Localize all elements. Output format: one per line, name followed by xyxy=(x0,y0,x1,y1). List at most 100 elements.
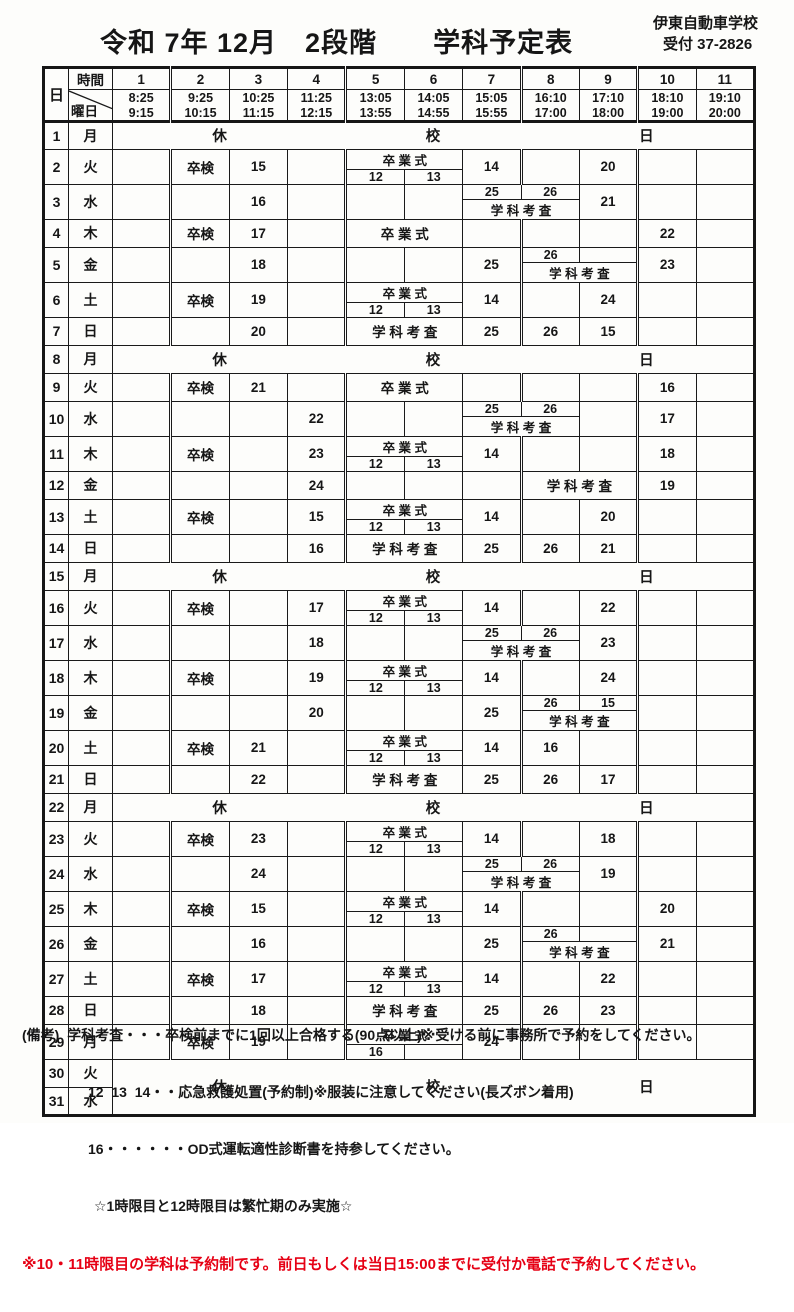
empty-cell xyxy=(695,400,756,437)
weekday-label: 水 xyxy=(68,624,113,661)
split-cell: 25 26 学 科 考 査 xyxy=(463,402,579,435)
pair-bottom: 12 13 xyxy=(349,911,462,925)
schedule-cell: 16 xyxy=(636,372,697,402)
empty-cell xyxy=(636,148,697,185)
schedule-cell: 25 xyxy=(462,533,522,563)
empty-cell xyxy=(578,435,639,472)
split-cell: 26 学 科 考 査 xyxy=(524,248,637,281)
schedule-cell: 15 xyxy=(578,316,639,346)
weekday-label: 水 xyxy=(68,855,113,892)
period-number: 8 xyxy=(519,67,580,90)
schedule-cell: 15 xyxy=(287,498,347,535)
holiday-char: 日 xyxy=(639,352,654,369)
split-cell: 25 26 学 科 考 査 xyxy=(463,185,579,218)
pair-item: 26 xyxy=(520,626,579,640)
pair-item: 12 xyxy=(368,519,383,534)
empty-cell xyxy=(578,372,639,402)
weekday-label: 日 xyxy=(68,316,113,346)
schedule-cell: 卒検 xyxy=(169,148,230,185)
period-end-time: 20:00 xyxy=(695,105,756,123)
period-start-time: 14:05 xyxy=(403,89,464,106)
schedule-cell: 18 xyxy=(636,435,697,472)
pair-item: 13 xyxy=(404,841,461,855)
empty-cell xyxy=(636,729,697,766)
weekday-label: 金 xyxy=(68,246,113,283)
day-number: 18 xyxy=(43,659,69,696)
empty-cell xyxy=(636,659,697,696)
grad-label: 卒 業 式 xyxy=(348,822,462,842)
notes-line-1-text: 学科考査・・・卒検前までに1回以上合格する(90点以上)※受ける前に事務所で予約… xyxy=(67,1027,701,1043)
grad-label: 卒 業 式 xyxy=(348,661,462,681)
schedule-cell: 19 xyxy=(287,659,347,696)
empty-cell xyxy=(169,925,230,962)
empty-cell xyxy=(636,624,697,661)
empty-cell xyxy=(636,855,697,892)
corner-time-label: 時間 xyxy=(68,67,113,90)
schedule-cell: 25 26 学 科 考 査 xyxy=(462,855,580,892)
empty-cell xyxy=(169,246,230,283)
pair-top: 25 26 xyxy=(463,402,579,417)
schedule-cell: 14 xyxy=(462,435,522,472)
period-number: 1 xyxy=(111,67,172,90)
weekday-label: 水 xyxy=(68,183,113,220)
pair-item: 13 xyxy=(404,519,461,533)
empty-cell xyxy=(636,694,697,731)
schedule-cell: 25 26 学 科 考 査 xyxy=(462,183,580,220)
schedule-row: 3 水 16 25 26 学 科 考 査 21 xyxy=(43,183,756,220)
holiday-cell: 休校日 xyxy=(112,1058,755,1116)
day-number: 17 xyxy=(43,624,69,661)
holiday-cell: 休校日 xyxy=(112,120,755,150)
holiday-char: 日 xyxy=(639,129,654,145)
empty-cell xyxy=(287,890,347,927)
weekday-label: 水 xyxy=(68,1086,113,1116)
schedule-cell: 14 xyxy=(462,890,522,927)
grad-label: 卒 業 式 xyxy=(348,1025,462,1045)
grad-label: 卒 業 式 xyxy=(348,500,462,520)
empty-cell xyxy=(228,694,289,731)
notes-block: (備考) 学科考査・・・卒検前までに1回以上合格する(90点以上)※受ける前に事… xyxy=(22,988,788,1312)
holiday-char: 休 xyxy=(212,569,227,586)
schedule-row: 9 火 卒検 21 卒 業 式 16 xyxy=(43,372,756,402)
notes-line-1: (備考) 学科考査・・・卒検前までに1回以上合格する(90点以上)※受ける前に事… xyxy=(22,1026,788,1045)
empty-cell xyxy=(228,470,289,500)
schedule-cell: 25 xyxy=(462,316,522,346)
schedule-cell: 24 xyxy=(578,659,639,696)
day-number: 22 xyxy=(43,792,69,822)
schedule-cell: 16 xyxy=(519,729,580,766)
holiday-char: 校 xyxy=(425,1080,441,1096)
schedule-cell: 卒検 xyxy=(169,589,230,626)
empty-cell xyxy=(578,400,639,437)
schedule-cell: 19 xyxy=(228,281,289,318)
schedule-cell: 19 xyxy=(228,1023,289,1060)
pair-item: 13 xyxy=(404,169,461,183)
pair-item: 13 xyxy=(404,981,461,995)
empty-cell xyxy=(578,729,639,766)
split-cell: 卒 業 式 12 13 xyxy=(348,591,462,624)
empty-cell xyxy=(403,694,464,731)
schedule-cell: 22 xyxy=(636,218,697,248)
pair-bottom: 12 13 xyxy=(349,680,462,694)
empty-cell xyxy=(636,498,697,535)
empty-cell xyxy=(111,659,172,696)
corner-weekday-cell: 曜日 xyxy=(68,89,113,123)
pair-item: 26 xyxy=(543,695,558,710)
split-cell: 25 26 学 科 考 査 xyxy=(463,857,579,890)
empty-cell xyxy=(462,470,522,500)
schedule-cell: 卒 業 式 12 13 xyxy=(344,820,464,857)
empty-cell xyxy=(403,246,464,283)
day-number: 16 xyxy=(43,589,69,626)
pair-item: 13 xyxy=(404,302,461,316)
pair-item: 26 xyxy=(543,926,558,941)
empty-cell xyxy=(169,183,230,220)
empty-cell xyxy=(287,183,347,220)
period-end-time: 10:15 xyxy=(169,105,230,123)
weekday-label: 金 xyxy=(68,694,113,731)
period-number: 9 xyxy=(578,67,639,90)
schedule-cell: 22 xyxy=(578,589,639,626)
weekday-label: 月 xyxy=(68,120,113,150)
empty-cell xyxy=(519,435,580,472)
schedule-cell: 25 xyxy=(462,764,522,794)
schedule-cell: 24 xyxy=(287,470,347,500)
empty-cell xyxy=(695,246,756,283)
